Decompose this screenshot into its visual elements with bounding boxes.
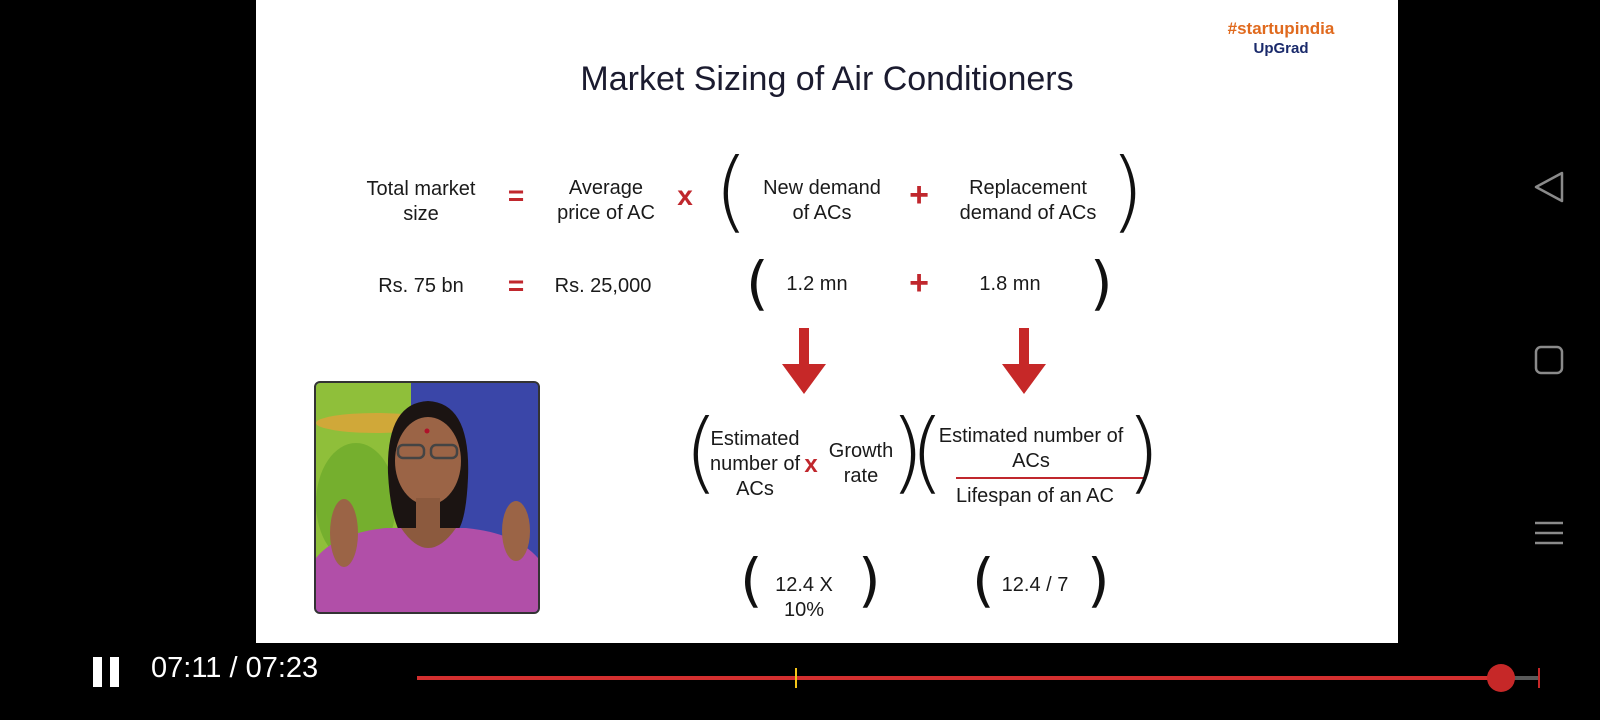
paren-open-large: ( bbox=[714, 139, 749, 242]
fraction-bar bbox=[956, 477, 1144, 479]
multiply-sign-1: x bbox=[677, 180, 693, 211]
current-time: 07:11 bbox=[151, 652, 222, 684]
time-separator: / bbox=[221, 652, 246, 684]
paren-close-growth: ) bbox=[890, 400, 925, 503]
paren-open-fraction: ( bbox=[910, 400, 945, 503]
seek-end-marker bbox=[1538, 668, 1540, 688]
plus-sign-2: + bbox=[909, 264, 929, 302]
pause-icon[interactable] bbox=[91, 655, 121, 689]
multiply-sign-2: x bbox=[804, 451, 818, 478]
paren-close-large: ) bbox=[1110, 139, 1145, 242]
label-new-demand: New demand of ACs bbox=[763, 177, 881, 224]
down-arrow-icon bbox=[782, 328, 826, 394]
paren-open-calc-2: ( bbox=[972, 546, 995, 614]
video-frame[interactable]: Market Sizing of Air Conditioners #start… bbox=[256, 0, 1398, 643]
equals-sign-1: = bbox=[507, 180, 525, 211]
calc-replacement-demand: 12.4 / 7 bbox=[1001, 574, 1069, 596]
startupindia-upgrad-logo: #startupindia UpGrad bbox=[1211, 18, 1351, 70]
label-replacement-demand: Replacement demand of ACs bbox=[959, 177, 1097, 224]
logo-line-1: #startupindia bbox=[1227, 19, 1335, 38]
paren-close-fraction: ) bbox=[1126, 400, 1161, 503]
paren-open-values: ( bbox=[746, 249, 769, 317]
equals-sign-2: = bbox=[507, 270, 525, 301]
label-estimated-number: Estimated number of ACs bbox=[709, 428, 801, 500]
slide-title: Market Sizing of Air Conditioners bbox=[580, 60, 1074, 98]
label-numerator: Estimated number of ACs bbox=[938, 425, 1124, 472]
calc-new-demand: 12.4 X 10% bbox=[775, 574, 833, 621]
value-average-price: Rs. 25,000 bbox=[554, 275, 652, 297]
seek-thumb[interactable] bbox=[1486, 664, 1515, 692]
recents-menu-icon[interactable] bbox=[1532, 516, 1566, 550]
presenter-video-inset bbox=[314, 381, 540, 614]
back-nav-icon[interactable] bbox=[1532, 170, 1566, 204]
player-controls: 07:11 / 07:23 bbox=[0, 643, 1600, 720]
time-display: 07:11 / 07:23 bbox=[151, 652, 318, 685]
seek-bar[interactable] bbox=[417, 664, 1540, 692]
label-total-market-size: Total market size bbox=[366, 178, 476, 225]
home-nav-icon[interactable] bbox=[1532, 343, 1566, 377]
value-new-demand: 1.2 mn bbox=[786, 273, 848, 295]
label-growth-rate: Growth rate bbox=[828, 440, 894, 487]
value-replacement-demand: 1.8 mn bbox=[979, 273, 1041, 295]
down-arrow-icon bbox=[1002, 328, 1046, 394]
paren-close-values: ) bbox=[1090, 249, 1113, 317]
paren-close-calc-2: ) bbox=[1087, 546, 1110, 614]
paren-open-calc-1: ( bbox=[740, 546, 763, 614]
total-time: 07:23 bbox=[245, 652, 319, 684]
seek-progress bbox=[417, 676, 1501, 680]
presenter-image bbox=[316, 383, 538, 612]
label-denominator: Lifespan of an AC bbox=[956, 485, 1114, 507]
value-total-market: Rs. 75 bn bbox=[378, 275, 464, 297]
label-average-price: Average price of AC bbox=[557, 177, 655, 224]
paren-open-growth: ( bbox=[684, 400, 719, 503]
chapter-marker bbox=[795, 668, 798, 688]
paren-close-calc-1: ) bbox=[858, 546, 881, 614]
plus-sign-1: + bbox=[909, 176, 929, 214]
logo-line-2: UpGrad bbox=[1253, 40, 1309, 57]
